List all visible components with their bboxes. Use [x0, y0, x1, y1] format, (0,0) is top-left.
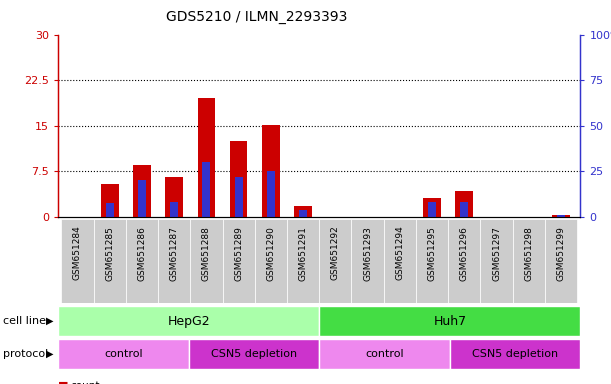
Bar	[455, 192, 474, 217]
Text: CSN5 depletion: CSN5 depletion	[211, 349, 297, 359]
Text: GDS5210 / ILMN_2293393: GDS5210 / ILMN_2293393	[166, 10, 347, 23]
Bar	[513, 219, 545, 303]
Bar	[133, 165, 151, 217]
Bar	[61, 219, 93, 303]
Bar	[262, 124, 280, 217]
Text: GSM651299: GSM651299	[557, 226, 566, 281]
Text: GSM651294: GSM651294	[395, 226, 404, 280]
Bar	[384, 219, 416, 303]
Bar	[545, 219, 577, 303]
Bar	[428, 202, 436, 217]
Text: GSM651292: GSM651292	[331, 226, 340, 280]
Bar	[557, 215, 565, 217]
Bar	[480, 219, 513, 303]
Text: GSM651286: GSM651286	[137, 226, 147, 281]
Text: GSM651288: GSM651288	[202, 226, 211, 281]
Text: CSN5 depletion: CSN5 depletion	[472, 349, 558, 359]
Bar	[287, 219, 319, 303]
Bar	[126, 219, 158, 303]
Text: GSM651290: GSM651290	[266, 226, 276, 281]
Text: HepG2: HepG2	[167, 314, 210, 328]
Bar	[320, 306, 580, 336]
Text: ▶: ▶	[46, 316, 54, 326]
Bar	[222, 219, 255, 303]
Bar	[255, 219, 287, 303]
Text: GSM651297: GSM651297	[492, 226, 501, 281]
Bar	[267, 171, 275, 217]
Bar	[165, 177, 183, 217]
Bar	[230, 141, 247, 217]
Bar	[58, 339, 189, 369]
Bar	[450, 339, 580, 369]
Text: count: count	[70, 381, 100, 384]
Bar	[299, 210, 307, 217]
Text: cell line: cell line	[3, 316, 46, 326]
Bar	[202, 162, 210, 217]
Bar	[106, 203, 114, 217]
Bar	[190, 219, 222, 303]
Text: control: control	[104, 349, 142, 359]
Text: Huh7: Huh7	[433, 314, 466, 328]
Text: GSM651298: GSM651298	[524, 226, 533, 281]
Text: GSM651295: GSM651295	[428, 226, 437, 281]
Text: GSM651284: GSM651284	[73, 226, 82, 280]
Text: GSM651293: GSM651293	[363, 226, 372, 281]
Bar	[320, 339, 450, 369]
Text: ▶: ▶	[46, 349, 54, 359]
Bar	[138, 180, 146, 217]
Bar	[416, 219, 448, 303]
Bar	[170, 202, 178, 217]
Bar	[460, 202, 469, 217]
Bar	[158, 219, 190, 303]
Bar	[552, 215, 570, 217]
Text: GSM651285: GSM651285	[105, 226, 114, 281]
Bar	[58, 306, 320, 336]
Bar	[93, 219, 126, 303]
Bar	[448, 219, 480, 303]
Bar	[351, 219, 384, 303]
Bar	[320, 219, 351, 303]
Text: GSM651287: GSM651287	[170, 226, 178, 281]
Bar	[235, 177, 243, 217]
Text: GSM651289: GSM651289	[234, 226, 243, 281]
Text: GSM651296: GSM651296	[460, 226, 469, 281]
Text: GSM651291: GSM651291	[299, 226, 307, 281]
Text: control: control	[365, 349, 404, 359]
Bar	[295, 206, 312, 217]
Bar	[423, 197, 441, 217]
Bar	[189, 339, 320, 369]
Bar	[197, 98, 215, 217]
Text: ■: ■	[58, 381, 68, 384]
Bar	[101, 184, 119, 217]
Text: protocol: protocol	[3, 349, 48, 359]
